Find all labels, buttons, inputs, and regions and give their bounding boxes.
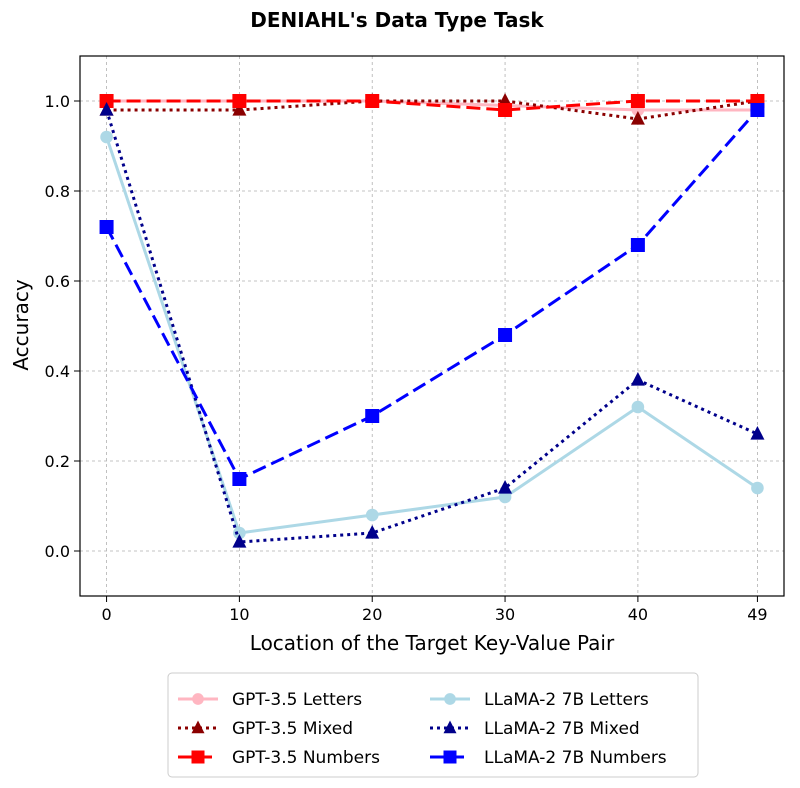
legend-marker [192, 693, 204, 705]
data-point [99, 101, 114, 116]
x-tick-label: 40 [628, 605, 648, 624]
data-point [498, 103, 513, 117]
data-point [750, 103, 765, 117]
series-5 [99, 103, 765, 486]
series-line [105, 109, 759, 544]
data-point [232, 472, 247, 486]
legend-marker [443, 720, 457, 734]
y-axis-label: Accuracy [9, 279, 33, 370]
legend-label: GPT-3.5 Numbers [232, 748, 380, 768]
y-tick-label: 0.8 [45, 182, 70, 201]
x-axis-label: Location of the Target Key-Value Pair [250, 631, 615, 655]
legend-box [167, 672, 699, 778]
legend-label: GPT-3.5 Letters [232, 690, 362, 710]
data-point [232, 94, 247, 108]
grid-lines [80, 56, 784, 596]
legend: GPT-3.5 Letters GPT-3.5 Mixed GPT-3.5 Numb… [167, 672, 699, 778]
data-point [365, 508, 379, 522]
legend-label: LLaMA-2 7B Numbers [484, 748, 667, 768]
y-tick-label: 0.2 [45, 452, 70, 471]
legend-item-4: LLaMA-2 7B Mixed [430, 719, 640, 739]
data-point [498, 490, 512, 504]
legend-item-2: GPT-3.5 Numbers [178, 748, 380, 768]
data-point [100, 130, 113, 144]
series-line [106, 99, 758, 112]
series-layer [99, 92, 765, 548]
data-point [630, 110, 645, 125]
x-axis-ticks: 0 10 20 30 40 49 [101, 596, 768, 624]
y-tick-label: 1.0 [45, 92, 70, 111]
data-point [751, 481, 764, 495]
series-line [105, 136, 759, 535]
x-tick-label: 0 [101, 605, 111, 624]
legend-marker [191, 720, 205, 734]
y-tick-label: 0.6 [45, 272, 70, 291]
data-point [750, 425, 765, 440]
data-point [498, 479, 513, 494]
data-point [232, 101, 247, 116]
legend-item-1: GPT-3.5 Mixed [178, 719, 353, 739]
legend-label: GPT-3.5 Mixed [232, 719, 353, 739]
data-point [630, 94, 645, 108]
data-point [630, 371, 645, 386]
data-point [365, 524, 380, 539]
legend-marker [443, 750, 457, 764]
legend-item-5: LLaMA-2 7B Numbers [430, 748, 667, 768]
data-point [99, 94, 114, 108]
data-point [630, 238, 645, 252]
chart-title: DENIAHL's Data Type Task [250, 8, 544, 32]
data-point [365, 409, 380, 423]
data-point [233, 526, 246, 540]
x-tick-label: 20 [362, 605, 382, 624]
x-tick-label: 49 [747, 605, 767, 624]
x-tick-label: 10 [229, 605, 249, 624]
y-tick-label: 0.0 [45, 542, 70, 561]
legend-marker [191, 750, 205, 764]
legend-item-3: LLaMA-2 7B Letters [430, 690, 649, 710]
x-tick-label: 30 [495, 605, 515, 624]
series-line [105, 109, 759, 481]
plot-frame [79, 55, 785, 597]
data-point [365, 94, 380, 108]
series-4 [99, 101, 765, 548]
data-point [232, 533, 247, 548]
y-axis-ticks: 0.0 0.2 0.4 0.6 0.8 1.0 [45, 92, 80, 561]
legend-label: LLaMA-2 7B Mixed [484, 719, 640, 739]
legend-label: LLaMA-2 7B Letters [484, 690, 649, 710]
y-tick-label: 0.4 [45, 362, 70, 381]
data-point [631, 400, 645, 414]
legend-marker [444, 693, 456, 705]
series-3 [100, 130, 764, 540]
legend-item-0: GPT-3.5 Letters [178, 690, 362, 710]
data-point [99, 220, 114, 234]
data-point [498, 328, 513, 342]
